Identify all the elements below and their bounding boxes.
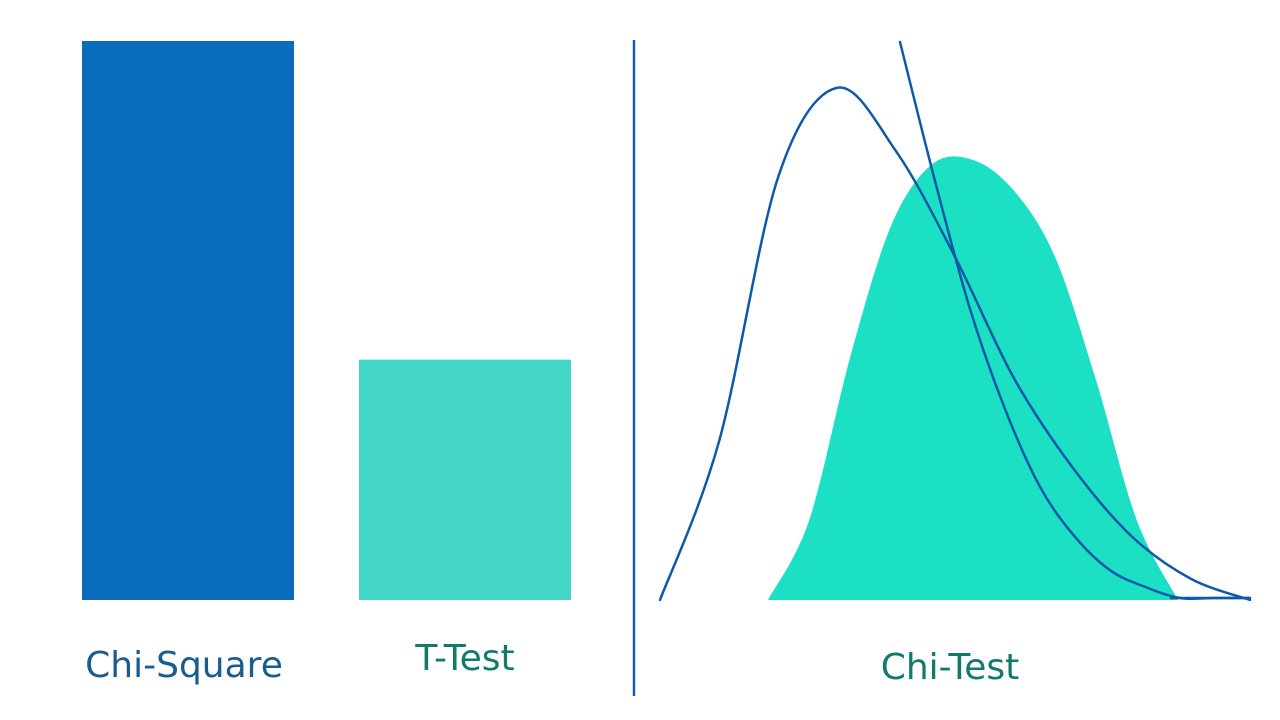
bar-label-t-test: T-Test — [414, 638, 514, 679]
bar-chart — [82, 41, 571, 600]
distribution-chart — [658, 40, 1252, 602]
distribution-filled-area — [768, 156, 1178, 600]
bar-t-test — [359, 359, 571, 600]
distribution-label-chi-test: Chi-Test — [881, 647, 1020, 688]
distribution-outline-curve — [658, 86, 1252, 602]
bar-chi-square — [82, 41, 294, 600]
bar-label-chi-square: Chi-Square — [85, 645, 283, 686]
